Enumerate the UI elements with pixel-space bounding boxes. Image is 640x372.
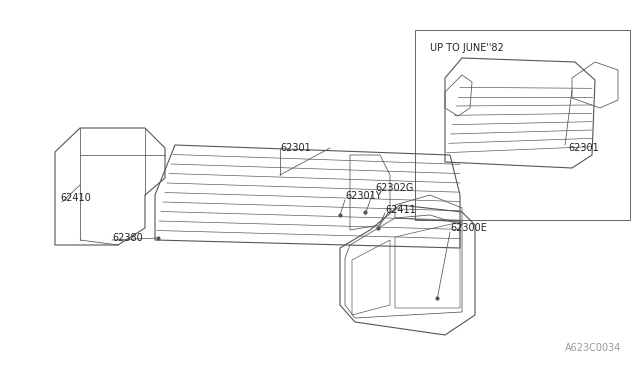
Text: A623C0034: A623C0034 bbox=[565, 343, 621, 353]
Text: 62301Y: 62301Y bbox=[345, 191, 381, 201]
Text: 62410: 62410 bbox=[60, 193, 91, 203]
Text: 62411: 62411 bbox=[385, 205, 416, 215]
Text: 62380: 62380 bbox=[112, 233, 143, 243]
Text: 62300E: 62300E bbox=[450, 223, 487, 233]
Text: 62301: 62301 bbox=[280, 143, 311, 153]
Text: 62302G: 62302G bbox=[375, 183, 413, 193]
Text: UP TO JUNE''82: UP TO JUNE''82 bbox=[430, 43, 504, 53]
Text: 62301: 62301 bbox=[568, 143, 599, 153]
